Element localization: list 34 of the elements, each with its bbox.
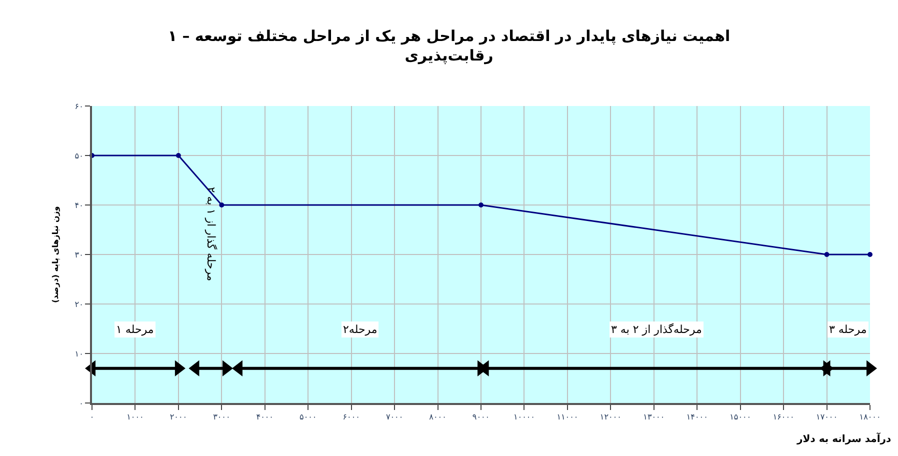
x-tick-label: ۴۰۰۰	[256, 412, 274, 422]
y-tick-label: ۰	[79, 398, 84, 408]
y-tick-label: ۶۰	[74, 102, 84, 111]
annotation: مرحله گذار از ۱ به ۲	[204, 186, 218, 282]
x-tick-label: ۱۶۰۰۰	[772, 412, 794, 422]
annotation: مرحله ۱	[116, 323, 154, 336]
x-tick-label: ۳۰۰۰	[213, 412, 230, 422]
x-tick-label: ۱۱۰۰۰	[556, 412, 578, 422]
x-tick-label: ۹۰۰۰	[472, 412, 490, 422]
annotation: مرحله‌گذار از ۲ به ۳	[611, 323, 702, 336]
x-tick-label: ۱۰۰۰	[126, 412, 144, 422]
annotation: مرحله۲	[343, 323, 378, 336]
annotation: مرحله ۳	[829, 323, 867, 336]
y-tick-label: ۲۰	[74, 300, 84, 309]
x-tick-label: ۷۰۰۰	[386, 412, 404, 422]
y-tick-label: ۵۰	[74, 151, 84, 160]
x-tick-label: ۱۲۰۰۰	[600, 412, 622, 422]
y-tick-label: ۱۰	[74, 349, 84, 358]
y-tick-label: ۳۰	[74, 250, 84, 260]
x-tick-label: ۰	[90, 412, 94, 422]
y-tick-label: ۴۰	[74, 200, 84, 210]
chart-title: ۱ – اهمیت نیازهای پایدار در اقتصاد در مراحل هر یک از مراحل مختلف توسعه رقابت‌پذیری	[168, 27, 730, 65]
x-tick-label: ۱۳۰۰۰	[643, 412, 665, 422]
x-tick-label: ۱۵۰۰۰	[730, 412, 752, 422]
x-axis-title: درآمد سرانه به دلار	[796, 432, 892, 445]
x-tick-label: ۱۰۰۰۰	[513, 412, 535, 422]
y-axis-title: وزن نیازهای پایه (درصد)	[51, 206, 60, 303]
x-tick-label: ۱۸۰۰۰	[859, 412, 881, 422]
x-tick-label: ۲۰۰۰	[170, 412, 188, 422]
x-tick-label: ۶۰۰۰	[342, 412, 360, 422]
x-tick-label: ۱۴۰۰۰	[686, 412, 708, 422]
x-tick-label: ۸۰۰۰	[429, 412, 446, 422]
x-tick-label: ۱۷۰۰۰	[816, 412, 838, 422]
x-tick-label: ۵۰۰۰	[300, 412, 317, 422]
